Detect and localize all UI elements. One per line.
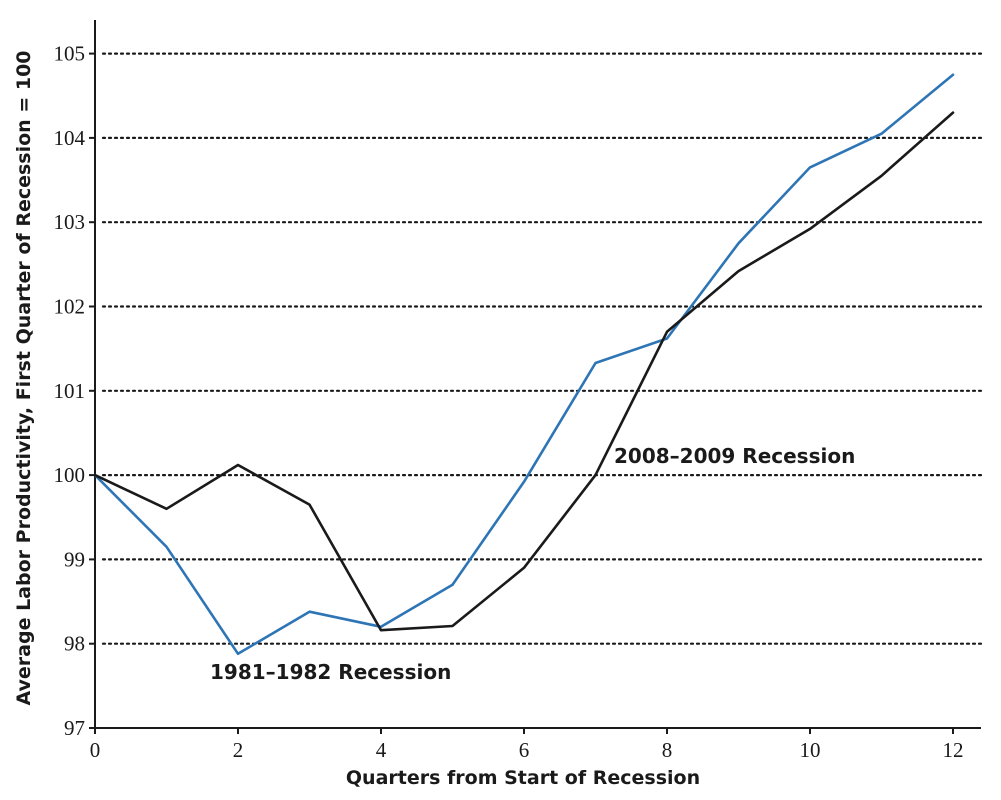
x-tick-label-0: 0 <box>90 738 101 762</box>
y-axis-title: Average Labor Productivity, First Quarte… <box>13 50 35 705</box>
x-tick-label-8: 8 <box>662 738 673 762</box>
x-axis-title: Quarters from Start of Recession <box>346 767 700 789</box>
series-line-2008-2009 <box>93 111 955 632</box>
series-line-1981-1982 <box>93 73 955 656</box>
y-tick-label-97: 97 <box>64 716 85 740</box>
y-tick-label-105: 105 <box>54 42 86 66</box>
x-tick-label-2: 2 <box>233 738 244 762</box>
axes <box>94 20 981 729</box>
y-tick-label-103: 103 <box>54 210 86 234</box>
y-tick-label-104: 104 <box>54 126 86 150</box>
tick-labels: 97 98 99 100 101 102 103 104 105 0 2 4 6 8 10 12 <box>54 42 964 762</box>
x-tick-label-10: 10 <box>800 738 821 762</box>
y-tick-label-98: 98 <box>64 632 85 656</box>
annotation-2008-2009: 2008–2009 Recession <box>614 444 855 468</box>
x-tick-label-12: 12 <box>943 738 964 762</box>
x-tick-label-4: 4 <box>376 738 387 762</box>
y-tick-label-101: 101 <box>54 379 86 403</box>
y-tick-label-99: 99 <box>64 547 85 571</box>
y-tick-label-102: 102 <box>54 295 86 319</box>
gridlines <box>101 52 983 645</box>
y-tick-label-100: 100 <box>54 463 86 487</box>
annotation-1981-1982: 1981–1982 Recession <box>210 660 451 684</box>
series-lines <box>93 73 955 656</box>
x-tick-label-6: 6 <box>519 738 530 762</box>
annotations: 1981–1982 Recession 2008–2009 Recession <box>210 444 855 684</box>
